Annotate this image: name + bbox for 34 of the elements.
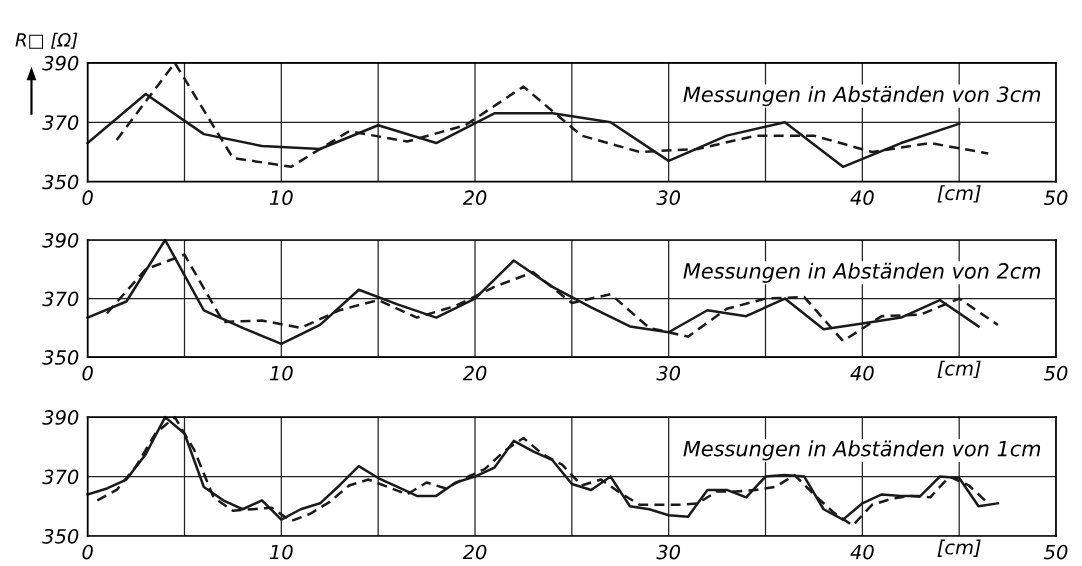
- y-tick-label: 350: [42, 350, 79, 365]
- x-tick-label: 10: [269, 544, 293, 560]
- x-tick-label: 50: [1044, 365, 1068, 381]
- x-tick-label: 30: [656, 365, 681, 381]
- annotation: Messungen in Abständen von 2cm: [683, 262, 1041, 283]
- annotation: Messungen in Abständen von 3cm: [683, 86, 1041, 107]
- x-tick-label: 0: [82, 190, 93, 206]
- x-tick-label: 20: [462, 365, 487, 381]
- x-tick-label: 30: [656, 544, 681, 560]
- x-tick-label: 10: [269, 365, 293, 381]
- x-tick-label: 20: [462, 190, 487, 206]
- x-tick-label: 40: [850, 190, 874, 206]
- y-tick-label: 350: [42, 174, 79, 190]
- x-tick-label: 0: [82, 365, 93, 381]
- y-tick-label: 370: [42, 469, 79, 485]
- x-axis-title: [cm]: [937, 360, 981, 378]
- x-tick-label: 50: [1044, 544, 1068, 560]
- x-tick-label: 30: [656, 190, 681, 206]
- x-tick-label: 10: [269, 190, 293, 206]
- x-tick-label: 40: [850, 365, 874, 381]
- x-tick-label: 40: [850, 544, 874, 560]
- x-axis-title: [cm]: [937, 539, 981, 557]
- y-tick-label: 370: [42, 291, 79, 307]
- annotation: Messungen in Abständen von 1cm: [683, 440, 1041, 461]
- y-tick-label: 350: [42, 528, 79, 544]
- x-tick-label: 0: [82, 544, 93, 560]
- y-tick-label: 390: [42, 55, 79, 71]
- y-axis-title: R□ [Ω]: [15, 32, 78, 49]
- x-tick-label: 20: [462, 544, 487, 560]
- y-tick-label: 370: [42, 115, 79, 130]
- y-tick-label: 390: [42, 232, 79, 248]
- x-tick-label: 50: [1044, 190, 1068, 206]
- x-axis-title: [cm]: [937, 185, 981, 203]
- y-tick-label: 390: [42, 410, 79, 425]
